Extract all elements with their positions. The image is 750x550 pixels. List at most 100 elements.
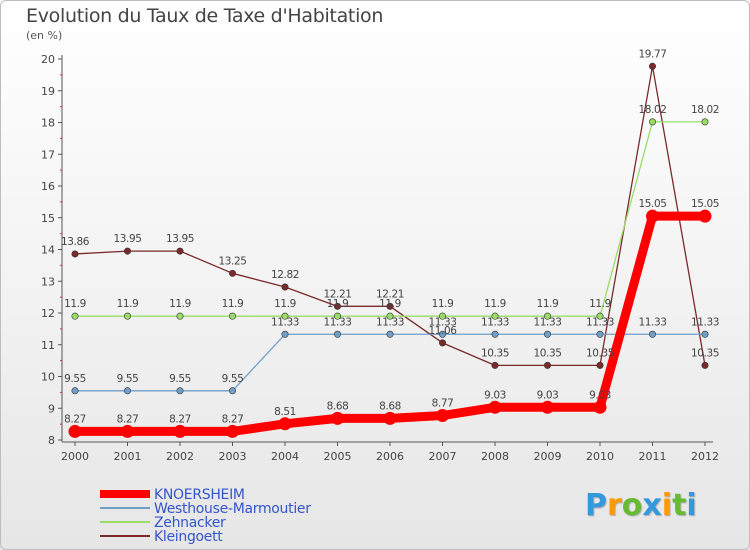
data-label: 15.05 <box>638 198 666 210</box>
logo-letter: r <box>607 488 622 523</box>
y-tick-label: 13 <box>41 275 55 288</box>
data-label: 8.27 <box>117 413 139 425</box>
data-label: 9.55 <box>64 373 86 385</box>
y-tick-label: 8 <box>48 434 55 447</box>
data-point <box>596 330 604 338</box>
logo-letter: i <box>661 488 673 523</box>
data-point <box>593 400 607 414</box>
data-label: 8.27 <box>222 413 244 425</box>
data-label: 12.82 <box>271 269 299 281</box>
data-point <box>543 361 551 369</box>
data-label: 11.33 <box>586 316 614 328</box>
y-tick-label: 18 <box>41 117 55 130</box>
data-point <box>71 250 79 258</box>
data-point <box>121 424 134 438</box>
data-label: 13.95 <box>166 233 194 245</box>
y-tick-label: 10 <box>41 371 55 384</box>
data-point <box>281 330 289 338</box>
y-tick-label: 20 <box>41 53 55 66</box>
data-point <box>176 387 184 395</box>
data-label: 15.05 <box>691 198 719 210</box>
data-label: 10.35 <box>586 347 614 359</box>
data-point <box>68 424 82 438</box>
x-tick-label: 2002 <box>166 450 194 463</box>
logo-letter: o <box>621 488 643 523</box>
logo-letter: t <box>672 488 687 523</box>
data-point <box>438 330 446 338</box>
data-point <box>701 361 709 369</box>
x-tick-label: 2010 <box>586 450 614 463</box>
data-point <box>701 118 709 126</box>
data-label: 13.25 <box>218 255 246 267</box>
data-label: 12.21 <box>376 288 404 300</box>
data-label: 8.68 <box>327 400 349 412</box>
data-point <box>333 330 341 338</box>
y-tick-label: 9 <box>48 402 55 415</box>
data-label: 11.9 <box>64 298 86 310</box>
data-label: 11.9 <box>222 298 244 310</box>
data-point <box>229 387 237 395</box>
data-label: 11.33 <box>481 316 509 328</box>
data-point <box>124 312 132 320</box>
data-point <box>229 312 237 320</box>
data-point <box>278 417 292 431</box>
data-point <box>386 302 394 310</box>
data-label: 11.33 <box>323 316 351 328</box>
data-point <box>596 361 604 369</box>
x-tick-label: 2004 <box>271 450 299 463</box>
data-point <box>176 247 184 255</box>
data-label: 11.33 <box>428 316 456 328</box>
x-tick-label: 2009 <box>534 450 562 463</box>
data-point <box>383 411 397 425</box>
data-label: 8.68 <box>379 400 401 412</box>
data-point <box>596 312 604 320</box>
data-point <box>333 312 341 320</box>
data-label: 10.35 <box>533 347 561 359</box>
x-tick-label: 2006 <box>376 450 404 463</box>
data-point <box>646 209 659 223</box>
data-point <box>436 409 449 423</box>
data-label: 11.9 <box>169 298 191 310</box>
data-point <box>386 312 394 320</box>
data-point <box>71 387 79 395</box>
y-tick-label: 12 <box>41 307 55 320</box>
series-line-zehnacker <box>74 121 706 317</box>
data-label: 10.35 <box>691 347 719 359</box>
chart-subtitle: (en %) <box>26 29 63 42</box>
data-point <box>648 118 656 126</box>
data-point <box>281 312 289 320</box>
data-label: 11.33 <box>533 316 561 328</box>
y-tick-label: 11 <box>41 339 55 352</box>
data-label: 11.9 <box>432 298 454 310</box>
data-point <box>331 411 344 425</box>
data-label: 9.55 <box>117 373 139 385</box>
data-point <box>701 330 709 338</box>
data-point <box>491 361 499 369</box>
x-tick-label: 2005 <box>324 450 352 463</box>
data-label: 11.9 <box>484 298 506 310</box>
data-point <box>541 400 554 414</box>
logo-letter: x <box>642 488 662 523</box>
data-label: 13.86 <box>61 236 90 248</box>
data-label: 8.77 <box>432 398 454 410</box>
data-point <box>698 209 712 223</box>
data-point <box>438 312 446 320</box>
data-point <box>491 312 499 320</box>
data-label: 13.95 <box>113 233 141 245</box>
data-label: 11.33 <box>638 316 666 328</box>
x-tick-label: 2007 <box>429 450 457 463</box>
data-label: 9.03 <box>484 389 506 401</box>
data-point <box>226 424 239 438</box>
legend-label: KNOERSHEIM <box>154 487 245 503</box>
data-label: 19.77 <box>638 48 666 60</box>
x-tick-label: 2003 <box>219 450 247 463</box>
data-point <box>438 339 446 347</box>
data-label: 11.9 <box>117 298 139 310</box>
data-label: 9.55 <box>222 373 244 385</box>
y-tick-label: 16 <box>41 180 55 193</box>
data-point <box>173 424 187 438</box>
x-tick-label: 2008 <box>481 450 509 463</box>
x-tick-label: 2011 <box>639 450 667 463</box>
data-point <box>491 330 499 338</box>
